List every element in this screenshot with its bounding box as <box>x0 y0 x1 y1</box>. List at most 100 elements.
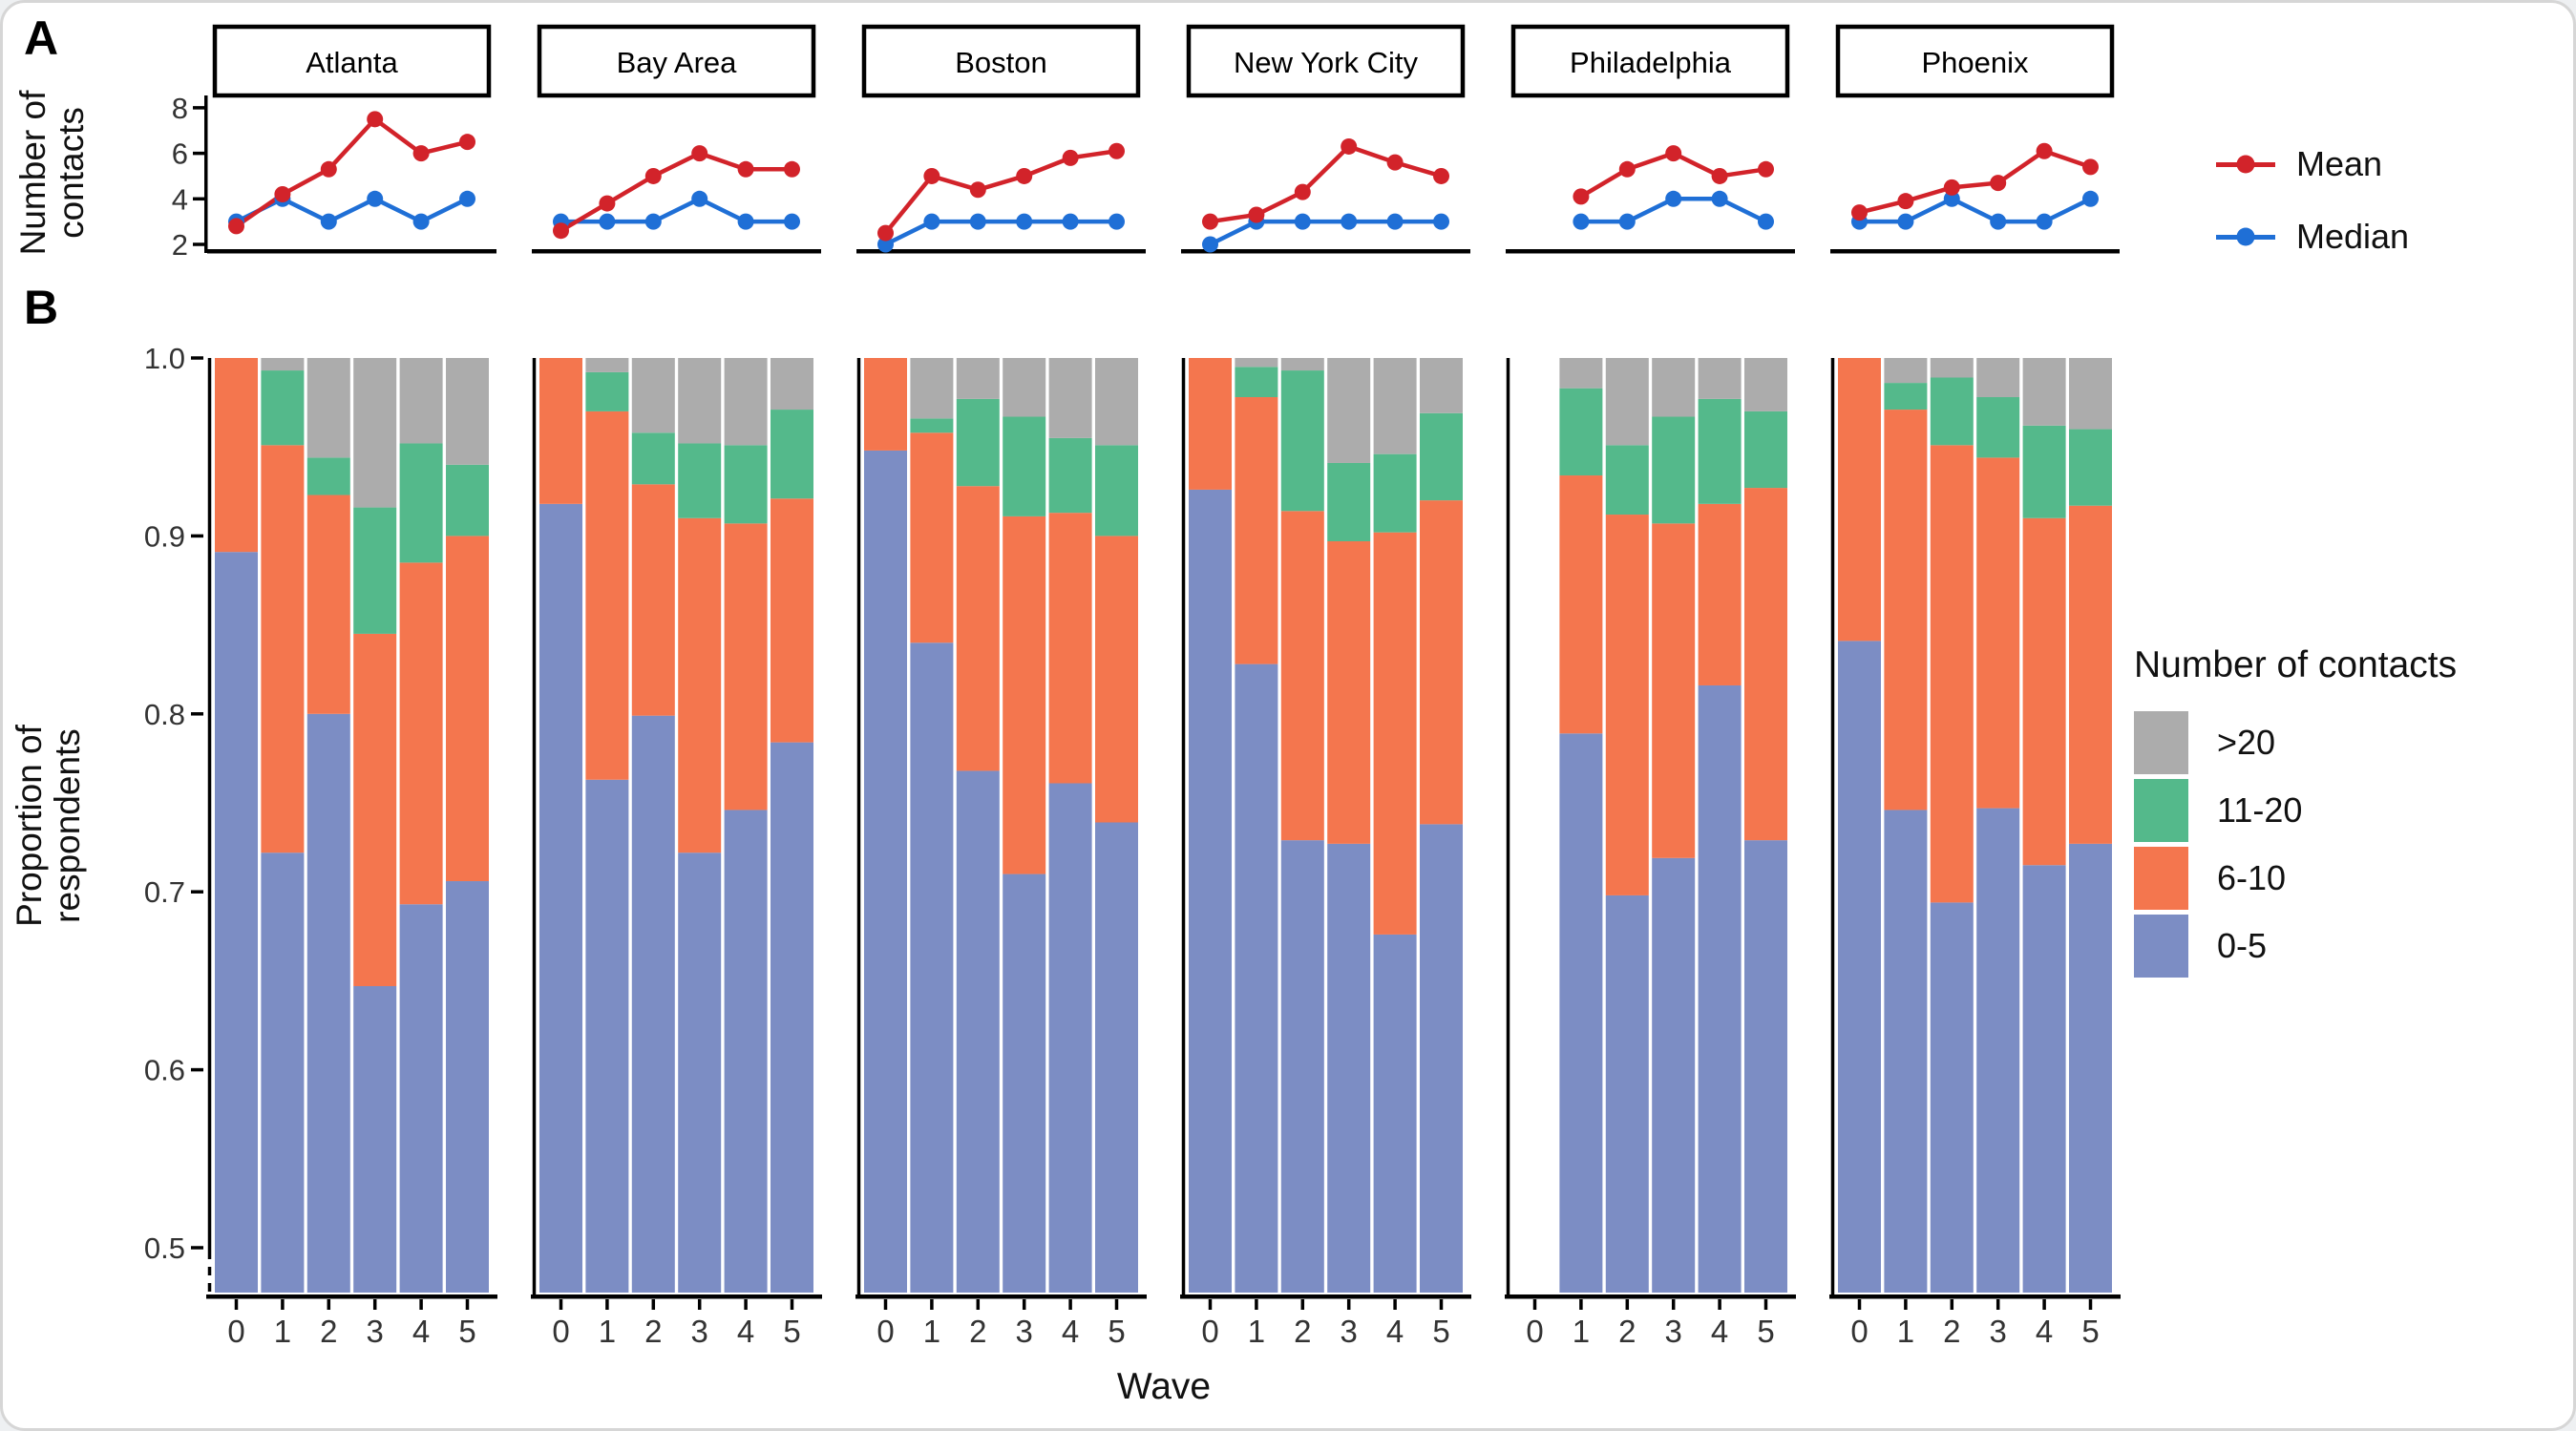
bar-segment->20 <box>910 358 954 419</box>
bar-segment-0-5 <box>1698 684 1742 1293</box>
bar-segment-0-5 <box>1744 840 1787 1293</box>
bar-segment-11-20 <box>1930 377 1974 446</box>
mean-point <box>1202 213 1218 230</box>
panel-b-letter: B <box>24 281 59 334</box>
panel-b-y-axis-title-line1: Proportion of <box>10 725 50 927</box>
facet-header-label: Phoenix <box>1921 46 2029 79</box>
panel-b-x-tick <box>1579 1299 1583 1310</box>
panel-b-x-tick-label: 4 <box>1711 1314 1728 1349</box>
mean-point <box>553 222 569 240</box>
panel-b-y-tick <box>191 534 203 538</box>
bar-segment->20 <box>446 358 489 465</box>
panel-b-x-tick <box>1068 1299 1072 1310</box>
mean-point <box>228 218 244 235</box>
panel-b-x-axis-line <box>1180 1294 1471 1299</box>
bar-segment-0-5 <box>1884 810 1928 1293</box>
bar-segment-11-20 <box>2022 425 2066 518</box>
bar-segment->20 <box>1373 358 1417 454</box>
median-line <box>884 219 1117 247</box>
panel-b-x-tick <box>1114 1299 1119 1310</box>
panel-b-x-tick <box>281 1299 285 1310</box>
bar-segment->20 <box>1698 358 1742 399</box>
mean-line <box>1210 143 1443 224</box>
bar-segment-6-10 <box>539 358 582 504</box>
panel-b-x-tick-label: 0 <box>227 1314 244 1349</box>
panel-b-x-tick <box>1393 1299 1397 1310</box>
panel-b-x-tick-label: 1 <box>599 1314 616 1349</box>
legend-median-label: Median <box>2296 217 2410 256</box>
bar-segment-0-5 <box>446 881 489 1293</box>
median-point <box>644 213 662 230</box>
mean-line-dot-icon <box>2216 154 2275 175</box>
panel-b-y-tick-label: 0.9 <box>144 519 185 553</box>
bar-segment-6-10 <box>724 523 768 810</box>
bar-segment-11-20 <box>1698 398 1742 504</box>
median-point <box>1202 236 1218 253</box>
panel-b-x-tick-label: 3 <box>1341 1314 1358 1349</box>
bar-segment-0-5 <box>1235 663 1278 1293</box>
bar-segment-6-10 <box>399 562 443 905</box>
median-point <box>1990 213 2007 230</box>
panel-b-x-tick <box>1904 1299 1908 1310</box>
panel-b-x-tick <box>1255 1299 1258 1310</box>
bar-segment-11-20 <box>261 370 305 446</box>
panel-b-x-tick <box>2088 1299 2093 1310</box>
facet-header-label: Bay Area <box>617 46 738 79</box>
panel-b-x-tick-label: 3 <box>1990 1314 2007 1349</box>
bar-segment->20 <box>956 358 1000 399</box>
panel-b-x-tick-label: 1 <box>923 1314 940 1349</box>
mean-point <box>2082 158 2099 176</box>
bar-segment-6-10 <box>215 358 258 553</box>
panel-b-x-tick <box>790 1299 794 1310</box>
panel-b-x-tick-label: 5 <box>2081 1314 2099 1349</box>
panel-b-x-axis-line <box>531 1294 822 1299</box>
bar-segment-0-5 <box>1559 733 1603 1293</box>
bar-segment-11-20 <box>1235 367 1278 398</box>
bar-segment-6-10 <box>1189 358 1232 490</box>
panel-a-x-axis-line <box>207 249 496 254</box>
median-point <box>1897 213 1914 230</box>
bar-segment-0-5 <box>2069 843 2112 1293</box>
median-point <box>1665 190 1682 207</box>
panel-a-y-tick-label: 4 <box>172 182 188 216</box>
facet-header-box <box>212 24 492 98</box>
panel-b-y-tick <box>191 356 203 360</box>
panel-a-legend: Mean Median <box>2216 144 2409 257</box>
panel-b-x-tick <box>1532 1299 1537 1310</box>
mean-point <box>737 160 754 178</box>
panel-a-x-axis-line <box>1181 249 1470 254</box>
bar-segment-11-20 <box>1003 416 1046 516</box>
panel-b-x-tick-label: 5 <box>1108 1314 1125 1349</box>
facet-philadelphia: Philadelphia 0 1 2 3 4 5 <box>1505 24 1796 1349</box>
facet-header-box <box>1510 24 1790 98</box>
median-dot-glyph <box>2236 227 2255 246</box>
panel-b-x-tick-label: 0 <box>1201 1314 1218 1349</box>
median-point <box>1016 213 1033 230</box>
bar-segment-11-20 <box>678 443 722 518</box>
legend-item-6-10: 6-10 <box>2134 847 2457 910</box>
panel-b-x-tick <box>697 1299 702 1310</box>
bar-segment-0-5 <box>1003 873 1046 1293</box>
panel-b-x-tick-label: 3 <box>367 1314 384 1349</box>
panel-a-x-axis-line <box>1506 249 1795 254</box>
mean-point <box>1851 204 1868 221</box>
mean-point <box>877 224 894 242</box>
mean-point <box>1665 145 1682 162</box>
mean-point <box>1062 149 1079 166</box>
facet-boston: Boston 0 1 2 3 4 5 <box>855 24 1147 1349</box>
median-line-dot-icon <box>2216 226 2275 247</box>
bar-segment->20 <box>1930 358 1974 378</box>
bar-segment-11-20 <box>1976 397 2020 458</box>
panel-a-y-tick <box>193 242 204 246</box>
bar-segment-6-10 <box>1235 397 1278 664</box>
mean-point <box>367 111 384 128</box>
bar-segment->20 <box>1235 358 1278 368</box>
bar-segment->20 <box>399 358 443 444</box>
bar-segment-6-10 <box>1095 536 1138 823</box>
median-point <box>1573 213 1590 230</box>
panel-b-x-tick <box>1950 1299 1954 1310</box>
median-point <box>1758 213 1774 230</box>
bar-segment->20 <box>1003 358 1046 417</box>
panel-b-x-tick <box>1857 1299 1862 1310</box>
